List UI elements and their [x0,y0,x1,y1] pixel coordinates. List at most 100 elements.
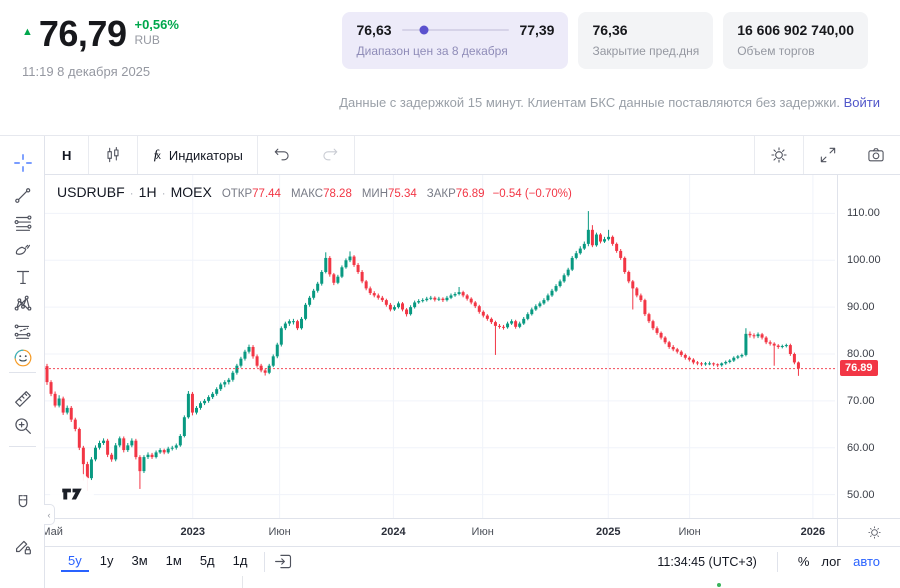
range-button-1д[interactable]: 1д [232,553,248,568]
range-button-5д[interactable]: 5д [199,553,215,568]
auto-scale-toggle[interactable]: авто [853,554,880,569]
price-tick: 100.00 [847,254,881,267]
range-high-value: 77,39 [519,22,555,38]
status-dot [717,583,721,587]
legend-change: −0.54 (−0.70%) [492,188,572,200]
gear-icon [868,526,881,539]
redo-button[interactable] [306,136,354,174]
screenshot-button[interactable] [852,136,900,174]
toolbar-divider [88,136,90,174]
hide-drawings-button[interactable] [8,574,38,588]
tradingview-logo[interactable] [50,471,94,515]
bottom-bar: 5y 1y 3м 1м 5д 1д 11:34:45 (UTC+3) % лог авто [45,546,900,576]
range-button-1y[interactable]: 1y [99,553,114,568]
chart-style-button[interactable] [89,136,137,174]
session-clock[interactable]: 11:34:45 (UTC+3) [657,554,757,569]
gear-icon [771,147,787,163]
last-price-tag: 76.89 [840,359,878,376]
price-tick: 50.00 [847,488,875,501]
toolbar-divider [754,136,755,174]
time-tick: Июн [471,526,494,538]
price-tick: 110.00 [847,207,880,220]
legend-open: ОТКР77.44 [221,188,281,200]
legend-close: ЗАКР76.89 [426,188,485,200]
emoji-tool-button[interactable] [8,343,38,373]
zoom-in-button[interactable] [8,411,38,441]
percent-scale-toggle[interactable]: % [797,554,810,569]
time-tick: Май [41,526,63,538]
log-scale-toggle[interactable]: лог [821,554,842,569]
price-up-arrow-icon: ▲ [22,26,33,38]
projection-tool-button[interactable] [8,316,38,346]
indicators-button[interactable]: ƒx Индикаторы [138,136,256,174]
magnet-mode-button[interactable] [8,488,38,518]
chart-toolbar: H ƒx Индикаторы [45,136,900,175]
price-tick: 70.00 [847,394,875,407]
price-axis[interactable]: 110.00 100.00 90.00 80.00 70.00 60.00 50.00 76.… [837,175,900,518]
time-tick: Июн [268,526,291,538]
below-strip [45,576,900,588]
volume-value: 16 606 902 740,00 [737,22,854,38]
bottom-bar-divider [264,551,266,572]
text-tool-button[interactable] [8,262,38,292]
toolbar-divider [353,136,355,174]
redo-icon [323,148,338,161]
range-low-value: 76,63 [356,22,392,38]
crosshair-tool-button[interactable] [8,148,38,178]
price-range-card: 76,63 77,39 Диапазон цен за 8 декабря [342,12,569,69]
undo-button[interactable] [258,136,306,174]
range-button-5y[interactable]: 5y [61,551,89,572]
toolbar-divider [137,136,139,174]
fib-retracement-tool-button[interactable] [8,208,38,238]
range-label: Диапазон цен за 8 декабря [356,44,508,58]
interval-button[interactable]: H [62,147,72,163]
legend-exchange: MOEX [170,184,212,200]
delay-notice: Данные с задержкой 15 минут. Клиентам БК… [339,95,880,110]
candlestick-chart[interactable] [45,175,835,518]
toolbar-divider [256,136,258,174]
chart-legend: USDRUBF · 1H · MOEX ОТКР77.44 МАКС78.28 МИ… [57,184,572,200]
go-to-date-icon [275,554,292,569]
time-tick: Июн [678,526,701,538]
toolbar-divider [9,446,36,447]
legend-low: МИН75.34 [361,188,417,200]
range-button-1м[interactable]: 1м [165,553,182,568]
candles-icon [107,146,119,163]
lock-drawings-button[interactable] [8,531,38,561]
price-tick: 90.00 [847,301,875,314]
delay-notice-text: Данные с задержкой 15 минут. Клиентам БК… [339,95,840,110]
indicators-label: Индикаторы [168,147,243,163]
quote-timestamp: 11:19 8 декабря 2025 [22,64,151,79]
fullscreen-button[interactable] [804,136,852,174]
collapse-drawing-toolbar-button[interactable]: ‹ [44,504,55,525]
prev-close-card: 76,36 Закрытие пред.дня [578,12,714,69]
legend-high: МАКС78.28 [290,188,352,200]
time-tick: 2024 [381,526,406,538]
axis-divider [837,519,838,547]
legend-interval[interactable]: 1H [138,184,157,200]
trend-line-tool-button[interactable] [8,181,38,211]
range-button-3м[interactable]: 3м [131,553,148,568]
stats-cards: 76,63 77,39 Диапазон цен за 8 декабря 76… [342,12,868,69]
price-tick: 60.00 [847,441,875,454]
quote-header: ▲ 76,79 +0,56% RUB 11:19 8 декабря 2025 … [0,0,900,92]
camera-icon [868,148,884,162]
measure-ruler-button[interactable] [8,384,38,414]
last-price: 76,79 [38,13,127,54]
chart-settings-button[interactable] [755,136,803,174]
toolbar-divider [9,372,36,373]
toolbar-divider [803,136,804,174]
xabcd-pattern-tool-button[interactable] [8,289,38,319]
currency-label: RUB [134,33,160,47]
volume-label: Объем торгов [737,44,815,58]
prev-close-value: 76,36 [592,22,628,38]
brush-tool-button[interactable] [8,235,38,265]
login-link[interactable]: Войти [843,95,880,110]
time-axis-settings-button[interactable] [866,524,883,544]
strip-divider [242,576,243,588]
symbol-name[interactable]: USDRUBF [57,184,125,200]
go-to-date-button[interactable] [273,551,294,572]
chart-widget: H ƒx Индикаторы [0,135,900,588]
change-percent: +0,56% [134,17,179,32]
time-axis[interactable]: Май 2023 Июн 2024 Июн 2025 Июн 2026 [41,518,900,547]
